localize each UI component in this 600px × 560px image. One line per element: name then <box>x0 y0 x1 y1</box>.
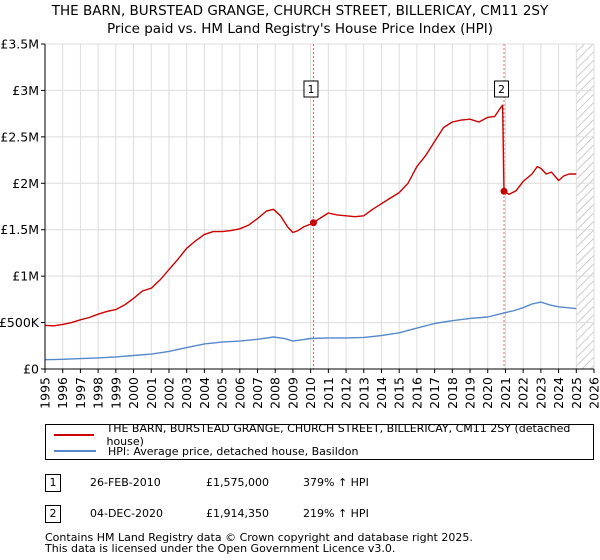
transaction-badge: 1 <box>45 474 61 492</box>
x-tick-label: 2019 <box>463 377 478 409</box>
transaction-price: £1,914,350 <box>206 507 269 520</box>
x-tick-label: 2025 <box>569 377 584 409</box>
x-tick-label: 2000 <box>126 377 141 409</box>
footer-copyright: Contains HM Land Registry data © Crown c… <box>45 531 473 544</box>
x-tick-label: 2006 <box>232 377 247 409</box>
transaction-point <box>309 219 317 227</box>
y-tick-label: £1M <box>12 269 39 284</box>
y-tick-label: £3M <box>12 83 39 98</box>
footer-license: This data is licensed under the Open Gov… <box>45 542 396 555</box>
x-tick-label: 2020 <box>480 377 495 409</box>
legend-label-property: THE BARN, BURSTEAD GRANGE, CHURCH STREET… <box>106 422 571 448</box>
legend-item-hpi: HPI: Average price, detached house, Basi… <box>54 443 358 459</box>
transaction-badge-box <box>494 80 510 98</box>
chart-legend: THE BARN, BURSTEAD GRANGE, CHURCH STREET… <box>45 422 594 460</box>
y-tick-label: £1.5M <box>0 222 39 237</box>
y-tick-label: £2M <box>12 176 39 191</box>
chart-title: THE BARN, BURSTEAD GRANGE, CHURCH STREET… <box>51 3 549 19</box>
transaction-badge-label: 2 <box>498 83 505 96</box>
transaction-point <box>500 187 508 195</box>
hpi-line <box>45 301 577 361</box>
x-tick-label: 2007 <box>250 377 265 409</box>
y-tick-label: £2.5M <box>0 129 39 144</box>
x-tick-label: 2005 <box>215 377 230 409</box>
x-tick-label: 2001 <box>144 377 159 409</box>
x-tick-label: 2016 <box>409 377 424 409</box>
transaction-badge: 2 <box>45 505 61 523</box>
transaction-badge-label: 1 <box>307 83 314 96</box>
transaction-date: 04-DEC-2020 <box>90 507 164 520</box>
x-tick-label: 2023 <box>533 377 548 409</box>
transaction-badge-box <box>303 80 319 98</box>
x-tick-label: 2003 <box>179 377 194 409</box>
x-tick-label: 2017 <box>427 377 442 409</box>
x-tick-label: 2026 <box>587 377 600 409</box>
x-tick-label: 1998 <box>91 377 106 409</box>
x-tick-label: 1997 <box>73 377 88 409</box>
x-tick-label: 2004 <box>197 377 212 409</box>
x-tick-label: 2008 <box>268 377 283 409</box>
transaction-hpi-change: 219% ↑ HPI <box>303 507 369 520</box>
x-tick-label: 2013 <box>356 377 371 409</box>
x-tick-label: 2012 <box>339 377 354 409</box>
x-tick-label: 2002 <box>161 377 176 409</box>
legend-label-hpi: HPI: Average price, detached house, Basi… <box>108 444 359 458</box>
x-tick-label: 1996 <box>55 377 70 409</box>
plot-area <box>45 44 594 369</box>
x-tick-label: 2009 <box>285 377 300 409</box>
x-tick-label: 2021 <box>498 377 513 409</box>
x-tick-label: 2014 <box>374 377 389 409</box>
transaction-date: 26-FEB-2010 <box>90 476 161 489</box>
x-tick-label: 2024 <box>551 377 566 409</box>
legend-swatch-property <box>54 434 95 436</box>
x-tick-label: 2015 <box>392 377 407 409</box>
legend-swatch-hpi <box>54 450 96 452</box>
legend-item-property: THE BARN, BURSTEAD GRANGE, CHURCH STREET… <box>54 422 593 448</box>
future-hatch-region <box>576 44 594 369</box>
y-tick-label: £0 <box>23 362 39 377</box>
x-tick-label: 2018 <box>445 377 460 409</box>
x-tick-label: 1999 <box>108 377 123 409</box>
chart-subtitle: Price paid vs. HM Land Registry's House … <box>107 21 493 37</box>
transaction-hpi-change: 379% ↑ HPI <box>303 476 369 489</box>
y-tick-label: £500K <box>0 315 40 330</box>
y-tick-label: £3.5M <box>0 37 39 52</box>
x-tick-label: 1995 <box>38 377 53 409</box>
x-tick-label: 2010 <box>303 377 318 409</box>
x-tick-label: 2022 <box>516 377 531 409</box>
x-tick-label: 2011 <box>321 377 336 409</box>
transaction-price: £1,575,000 <box>206 476 269 489</box>
